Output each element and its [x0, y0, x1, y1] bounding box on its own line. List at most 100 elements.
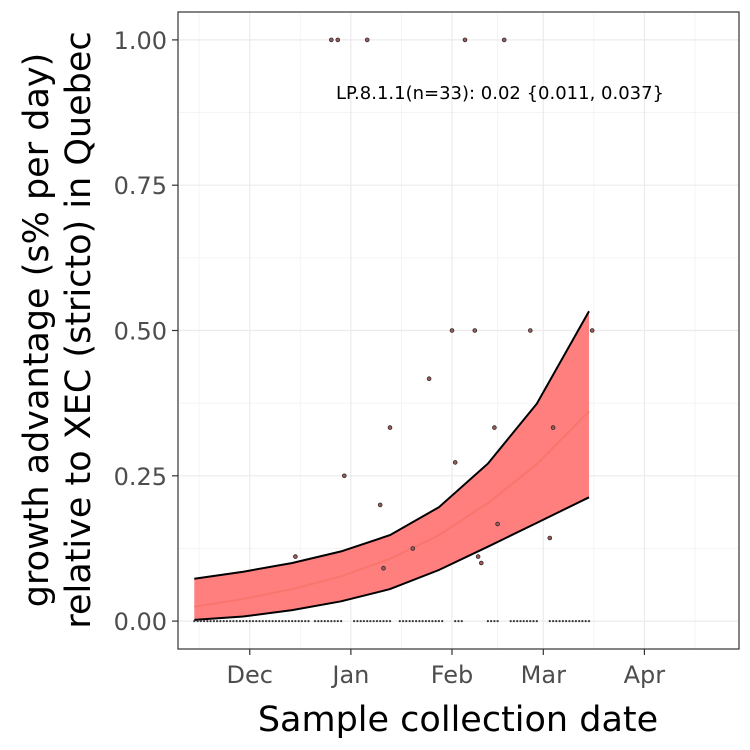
zero-data-point	[490, 620, 493, 623]
zero-data-point	[238, 620, 242, 623]
zero-data-point	[206, 620, 209, 623]
zero-data-point	[398, 620, 401, 623]
data-point	[495, 521, 500, 527]
zero-data-point	[304, 620, 307, 623]
zero-data-point	[535, 620, 538, 623]
zero-data-point	[212, 620, 215, 623]
data-point	[387, 425, 393, 430]
zero-data-point	[300, 620, 303, 623]
data-point	[478, 560, 484, 566]
zero-data-point	[248, 620, 251, 623]
zero-data-point	[418, 620, 421, 623]
data-point	[381, 565, 386, 571]
zero-data-point	[356, 620, 359, 623]
zero-data-point	[372, 620, 375, 623]
data-point	[449, 328, 455, 333]
zero-data-point	[522, 620, 525, 623]
zero-data-point	[313, 620, 317, 623]
data-point	[501, 37, 507, 43]
zero-data-point	[565, 620, 568, 623]
zero-data-point	[411, 620, 414, 623]
zero-data-point	[486, 620, 489, 623]
zero-data-point	[431, 620, 434, 623]
data-point	[547, 535, 553, 541]
data-point	[550, 425, 556, 430]
zero-data-point	[428, 620, 431, 623]
data-point	[335, 37, 341, 43]
zero-data-point	[454, 620, 457, 623]
x-axis-title: Sample collection date	[258, 700, 658, 740]
zero-data-point	[330, 620, 333, 623]
lower-bound-line	[194, 496, 590, 621]
zero-data-point	[408, 620, 411, 623]
data-point	[364, 37, 370, 43]
zero-data-point	[278, 620, 281, 623]
zero-data-point	[571, 620, 574, 623]
zero-data-point	[323, 620, 326, 623]
zero-data-point	[216, 620, 219, 623]
data-point	[475, 554, 481, 559]
zero-data-point	[402, 620, 405, 623]
y-tick-label: 1.00	[114, 27, 167, 55]
zero-data-point	[281, 620, 284, 623]
zero-data-point	[193, 620, 196, 623]
zero-data-point	[265, 620, 268, 623]
data-point	[426, 376, 432, 382]
zero-data-point	[421, 620, 424, 623]
x-tick-label: Jan	[330, 661, 369, 689]
zero-data-point	[251, 620, 255, 623]
zero-data-point	[578, 620, 581, 623]
zero-data-point	[424, 620, 427, 623]
data-point	[589, 328, 595, 333]
zero-data-point	[284, 620, 287, 623]
zero-data-point	[235, 620, 238, 623]
data-point	[341, 473, 347, 479]
zero-data-point	[555, 620, 558, 623]
zero-data-point	[359, 620, 362, 623]
data-point	[410, 546, 416, 551]
zero-data-point	[525, 620, 529, 623]
confidence-ribbon	[194, 311, 590, 620]
zero-data-point	[219, 620, 222, 623]
zero-data-point	[255, 620, 258, 623]
upper-bound-line	[194, 310, 590, 580]
zero-data-point	[320, 620, 323, 623]
y-tick-label: 0.75	[114, 172, 167, 200]
zero-data-point	[493, 620, 496, 623]
data-point	[328, 37, 334, 43]
zero-data-point	[297, 620, 300, 623]
zero-data-point	[199, 620, 202, 623]
zero-data-point	[274, 620, 277, 623]
zero-data-point	[584, 620, 587, 623]
zero-data-point	[366, 620, 369, 623]
fit-line	[194, 410, 590, 608]
zero-data-point	[388, 620, 392, 623]
x-tick-label: Apr	[624, 661, 666, 689]
y-axis-ticks: 0.00 0.25 0.50 0.75 1.00	[114, 27, 178, 636]
x-tick-label: Mar	[521, 661, 566, 689]
zero-data-point	[340, 620, 343, 623]
zero-data-point	[362, 620, 365, 623]
zero-data-point	[307, 620, 310, 623]
x-axis-ticks: Dec Jan Feb Mar Apr	[227, 649, 666, 689]
zero-data-point	[382, 620, 385, 623]
data-point	[452, 460, 458, 465]
y-axis-title-line2: relative to XEC (stricto) in Quebec	[59, 31, 99, 628]
zero-data-point	[437, 620, 440, 623]
zero-data-point	[496, 620, 499, 623]
zero-data-point	[581, 620, 584, 623]
zero-data-point	[415, 620, 418, 623]
data-point	[293, 554, 298, 559]
zero-data-point	[287, 620, 290, 623]
zero-data-point	[509, 620, 512, 623]
zero-data-point	[516, 620, 519, 623]
data-point	[472, 328, 478, 333]
zero-data-point	[229, 620, 232, 623]
zero-data-point	[268, 620, 271, 623]
zero-data-point	[203, 620, 206, 623]
zero-data-point	[245, 620, 248, 623]
zero-data-point	[261, 620, 264, 623]
zero-data-point	[441, 620, 444, 623]
x-tick-label: Dec	[227, 661, 273, 689]
zero-data-point	[336, 620, 339, 623]
